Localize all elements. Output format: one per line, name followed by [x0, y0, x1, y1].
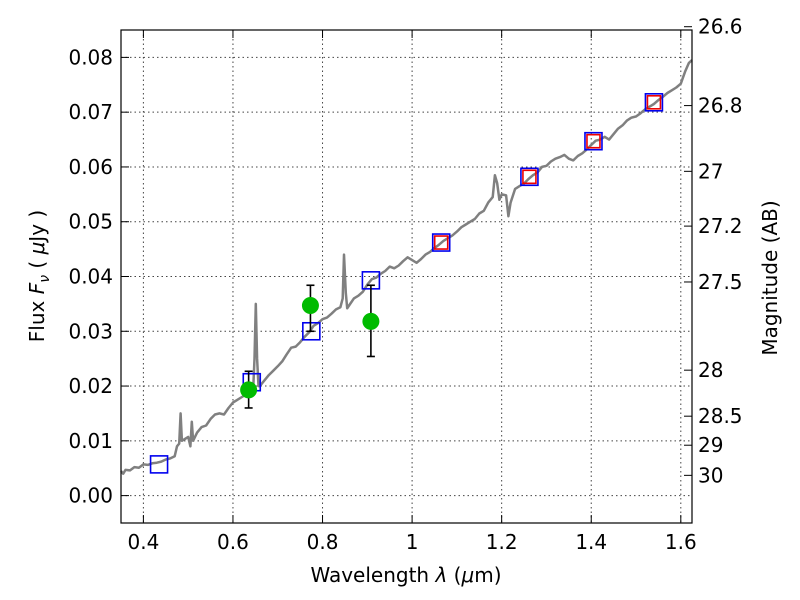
grid-layer: [121, 30, 692, 523]
y2-tick-label: 26.6: [698, 15, 743, 39]
photometry-square-marker: [520, 167, 539, 187]
photometry-square-marker: [149, 455, 169, 474]
y2-tick-label: 28.5: [698, 404, 743, 428]
photometry-square-marker: [433, 235, 449, 250]
y-tick-label: 0.06: [68, 155, 113, 179]
y-tick-label: 0.03: [68, 319, 113, 343]
y2-tick-label: 27.5: [698, 270, 743, 294]
y2-tick-label: 30: [698, 463, 723, 487]
x-axis-label: Wavelength λ (μm): [310, 563, 501, 587]
x-tick-label: 1.4: [575, 530, 607, 554]
marker-layer: [149, 93, 664, 474]
tick-layer: 0.4 0.6 0.8 1 1.2 1.4 1.6 0.00 0.01 0.02 0.03 0.04 0…: [68, 15, 742, 554]
y2-tick-label: 27.2: [698, 214, 743, 238]
photometry-square-marker: [586, 133, 601, 149]
y-tick-label: 0.02: [68, 374, 113, 398]
spectrum-line: [120, 59, 693, 475]
measurement-point: [362, 312, 380, 330]
y2-tick-label: 26.8: [698, 94, 743, 118]
y-tick-label: 0.07: [68, 100, 113, 124]
x-tick-label: 0.6: [217, 530, 249, 554]
x-tick-label: 0.8: [307, 530, 339, 554]
spectrum-layer: [120, 59, 693, 475]
x-tick-label: 1.6: [665, 530, 697, 554]
photometry-square-marker: [522, 169, 537, 185]
photometry-square-marker: [431, 233, 451, 252]
y-tick-label: 0.00: [68, 484, 113, 508]
x-tick-label: 1.2: [486, 530, 518, 554]
y2-tick-label: 29: [698, 433, 723, 457]
measurement-point: [301, 297, 319, 315]
y-tick-label: 0.05: [68, 210, 113, 234]
y2-axis-label: Magnitude (AB): [758, 200, 782, 355]
y-tick-label: 0.01: [68, 429, 113, 453]
photometry-square-marker: [302, 321, 321, 341]
y-tick-label: 0.04: [68, 265, 113, 289]
x-tick-label: 0.4: [127, 530, 159, 554]
y-tick-label: 0.08: [68, 45, 113, 69]
y2-tick-label: 27: [698, 159, 723, 183]
y2-tick-label: 28: [698, 358, 723, 382]
y-axis-label: Flux Fν ( μJy ): [25, 210, 53, 342]
x-tick-label: 1: [406, 530, 419, 554]
photometry-square-marker: [644, 93, 664, 112]
photometry-square-marker: [646, 95, 662, 110]
measurement-point: [240, 381, 258, 399]
photometry-square-marker: [584, 131, 603, 151]
